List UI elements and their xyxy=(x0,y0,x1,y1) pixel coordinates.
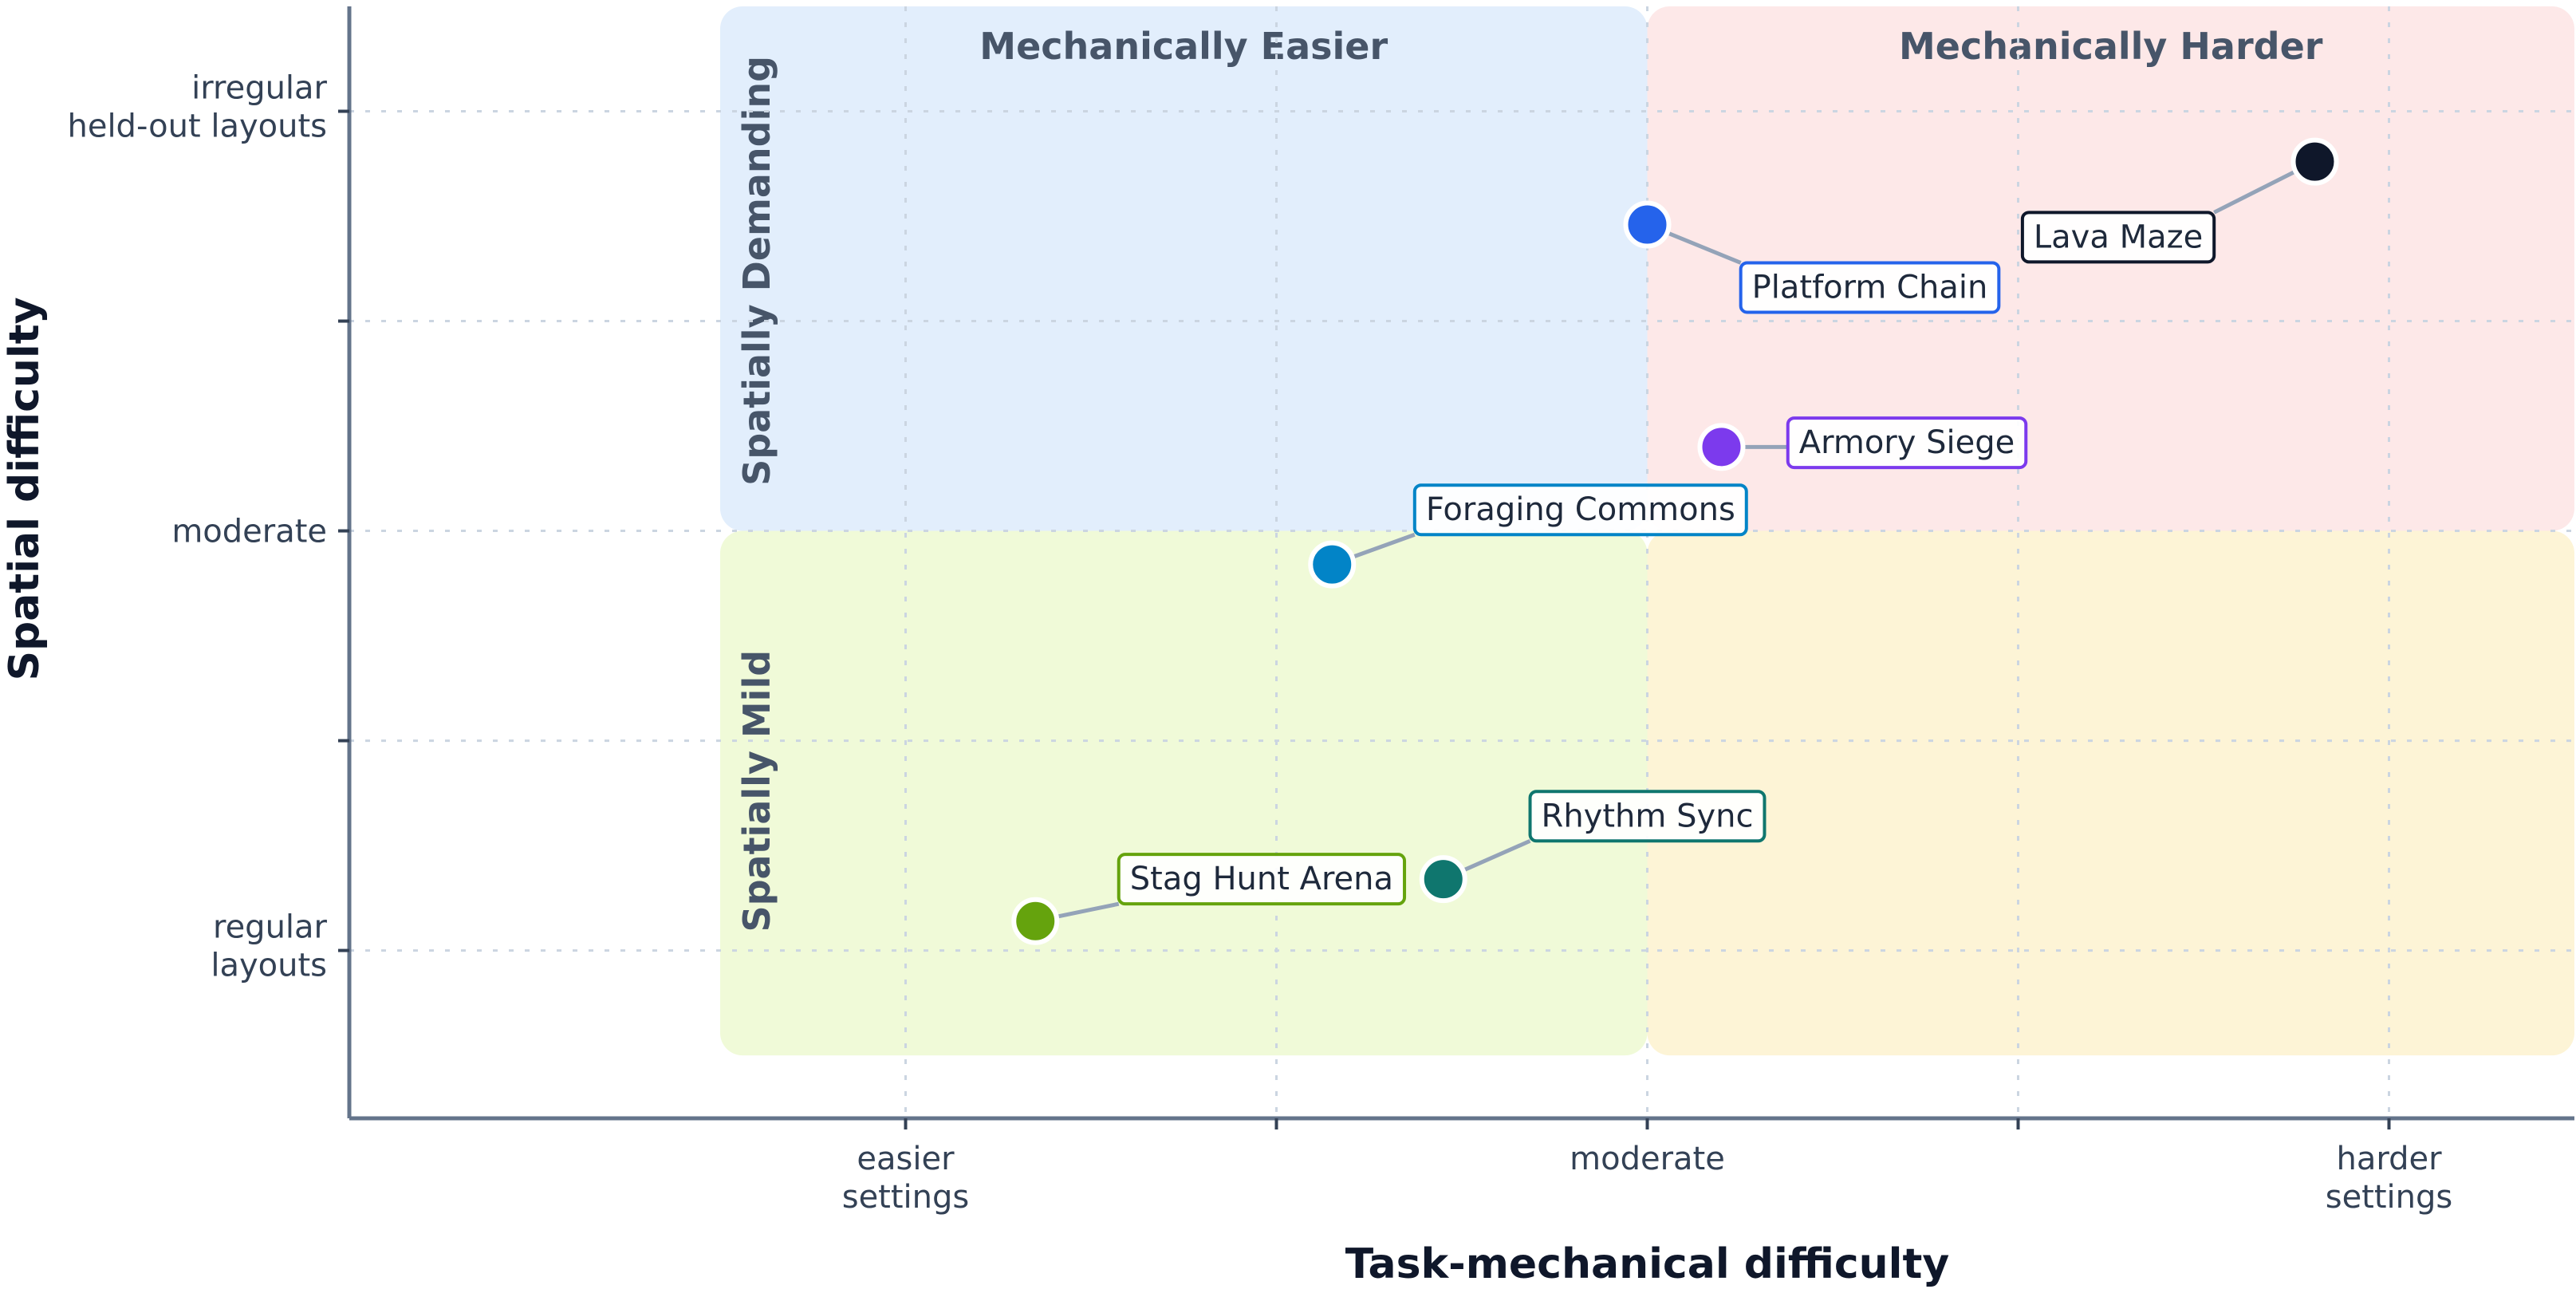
x-tick-label-line: easier xyxy=(857,1141,955,1177)
point-foraging-commons xyxy=(1308,540,1357,589)
point-label-box-foraging-commons xyxy=(1412,483,1748,537)
quadrant-3 xyxy=(720,530,1648,1056)
point-label-platform-chain: Platform Chain xyxy=(1752,269,1988,306)
point-label-box-lava-maze xyxy=(2020,211,2216,264)
point-stag-hunt-arena xyxy=(1011,897,1060,945)
y-tick-label-line: held-out layouts xyxy=(67,108,327,145)
quadrant-1 xyxy=(720,6,1648,531)
point-label-foraging-commons: Foraging Commons xyxy=(1426,491,1735,528)
quadrant-4 xyxy=(1647,530,2574,1056)
point-platform-chain xyxy=(1623,200,1672,249)
point-layer: Lava Maze Platform Chain Armory Siege Forag… xyxy=(1011,137,2339,945)
quadrant-2 xyxy=(1647,6,2574,531)
x-tick-label-line: settings xyxy=(2326,1179,2453,1216)
quadrant-title-mechanically-harder: Mechanically Harder xyxy=(1899,25,2323,68)
grid-layer xyxy=(349,6,2574,1118)
axis-title-layer: Task-mechanical difficulty Spatial diffi… xyxy=(1,297,1949,1288)
y-tick-label-line: layouts xyxy=(211,948,327,984)
quadrant-layer: Mechanically Easier Mechanically Harder Sp… xyxy=(720,6,2574,1056)
y-tick-label-line: irregular xyxy=(191,70,327,107)
point-label-lava-maze: Lava Maze xyxy=(2034,219,2203,255)
point-label-box-stag-hunt-arena xyxy=(1117,853,1407,906)
y-tick-label-line: regular xyxy=(213,909,328,946)
y-tick-label: moderate xyxy=(171,514,327,550)
point-rhythm-sync xyxy=(1419,855,1467,904)
x-tick-label: harder settings xyxy=(2326,1141,2453,1216)
point-label-box-platform-chain xyxy=(1739,261,2001,314)
x-tick-label-line: moderate xyxy=(1570,1141,1725,1177)
y-axis-title: Spatial difficulty xyxy=(1,297,49,680)
x-tick-label: easier settings xyxy=(842,1141,970,1216)
point-label-rhythm-sync: Rhythm Sync xyxy=(1542,798,1754,834)
quadrant-title-mechanically-easier: Mechanically Easier xyxy=(979,25,1388,68)
point-label-armory-siege: Armory Siege xyxy=(1799,424,2015,461)
y-tick-label: irregular held-out layouts xyxy=(67,70,327,145)
x-tick-label-line: harder xyxy=(2336,1141,2442,1177)
point-label-stag-hunt-arena: Stag Hunt Arena xyxy=(1130,861,1393,897)
point-label-box-rhythm-sync xyxy=(1528,790,1767,843)
point-lava-maze xyxy=(2290,137,2339,186)
x-tick-label: moderate xyxy=(1570,1141,1725,1177)
row-label-spatially-mild: Spatially Mild xyxy=(735,650,778,932)
point-armory-siege xyxy=(1697,423,1746,471)
x-tick-label-line: settings xyxy=(842,1179,970,1216)
row-label-spatially-demanding: Spatially Demanding xyxy=(735,56,778,486)
y-tick-label-line: moderate xyxy=(171,514,327,550)
point-label-box-armory-siege xyxy=(1786,416,2028,470)
y-tick-label: regular layouts xyxy=(211,909,327,984)
x-axis-title: Task-mechanical difficulty xyxy=(1345,1240,1950,1288)
